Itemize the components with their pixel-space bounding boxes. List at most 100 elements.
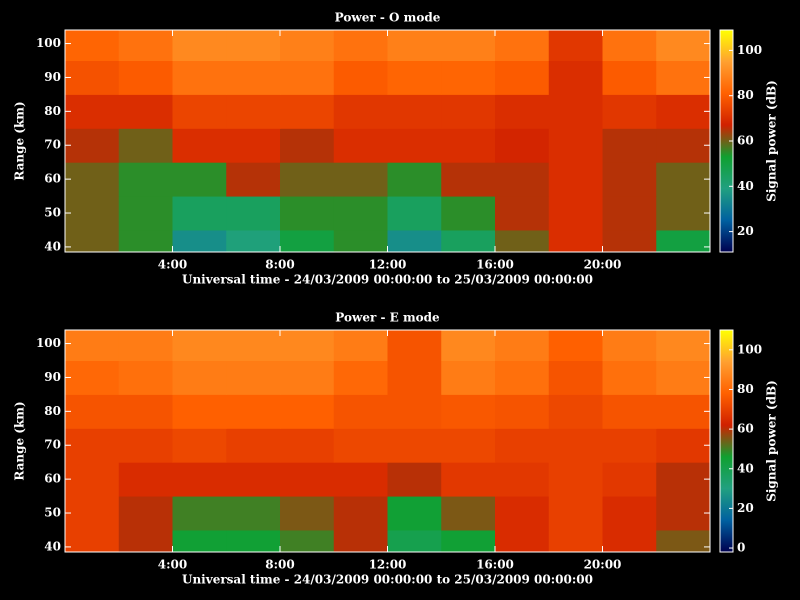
heatmap-cell xyxy=(495,394,550,429)
heatmap-cell xyxy=(656,128,711,163)
heatmap-cell xyxy=(441,94,496,129)
heatmap-cell xyxy=(280,496,335,531)
heatmap-cell xyxy=(441,529,496,553)
heatmap-cell xyxy=(495,462,550,497)
heatmap-cell xyxy=(333,462,388,497)
x-axis-label: Universal time - 24/03/2009 00:00:00 to … xyxy=(182,573,593,587)
heatmap-cell xyxy=(118,30,173,62)
heatmap-cell xyxy=(280,60,335,95)
heatmap-cell xyxy=(280,196,335,231)
x-tick-label: 20:00 xyxy=(584,258,622,272)
heatmap-cell xyxy=(441,462,496,497)
heatmap-cell xyxy=(656,394,711,429)
heatmap-cell xyxy=(333,60,388,95)
heatmap-cell xyxy=(602,94,657,129)
panel-title: Power - O mode xyxy=(335,11,441,25)
heatmap-cell xyxy=(226,428,281,463)
heatmap-cell xyxy=(65,30,120,62)
heatmap-cell xyxy=(548,394,603,429)
heatmap-cell xyxy=(441,128,496,163)
heatmap-cell xyxy=(387,94,442,129)
heatmap-cell xyxy=(280,529,335,553)
heatmap-cell xyxy=(602,128,657,163)
heatmap-cell xyxy=(172,94,227,129)
heatmap-cell xyxy=(495,330,550,362)
y-tick-label: 80 xyxy=(44,404,61,418)
heatmap-cell xyxy=(333,30,388,62)
heatmap-cell xyxy=(387,330,442,362)
heatmap-cell xyxy=(226,94,281,129)
heatmap-cell xyxy=(65,229,120,253)
colorbar-tick-label: 40 xyxy=(737,461,754,475)
heatmap-cell xyxy=(333,360,388,395)
heatmap-cell xyxy=(441,330,496,362)
x-tick-label: 4:00 xyxy=(158,558,187,572)
heatmap-cell xyxy=(172,428,227,463)
heatmap-cell xyxy=(172,60,227,95)
heatmap-cell xyxy=(65,60,120,95)
heatmap-cell xyxy=(602,162,657,197)
heatmap-cell xyxy=(65,462,120,497)
heatmap-cell xyxy=(172,496,227,531)
y-tick-label: 40 xyxy=(44,239,61,253)
y-axis-label: Range (km) xyxy=(13,401,27,480)
heatmap-cell xyxy=(656,196,711,231)
heatmap-cell xyxy=(656,60,711,95)
heatmap-cell xyxy=(280,162,335,197)
heatmap-cell xyxy=(65,428,120,463)
heatmap-cell xyxy=(548,196,603,231)
heatmap-cell xyxy=(65,94,120,129)
y-tick-label: 60 xyxy=(44,172,61,186)
heatmap-cell xyxy=(333,196,388,231)
heatmap-cell xyxy=(387,30,442,62)
heatmap-cell xyxy=(226,394,281,429)
heatmap-cell xyxy=(495,496,550,531)
heatmap-cell xyxy=(441,360,496,395)
heatmap-cell xyxy=(226,360,281,395)
heatmap-cell xyxy=(280,462,335,497)
heatmap-cell xyxy=(280,360,335,395)
heatmap-cell xyxy=(548,229,603,253)
heatmap-cell xyxy=(226,529,281,553)
heatmap-cell xyxy=(602,496,657,531)
y-tick-label: 40 xyxy=(44,539,61,553)
y-tick-label: 70 xyxy=(44,438,61,452)
heatmap-cell xyxy=(118,360,173,395)
heatmap-cell xyxy=(280,94,335,129)
heatmap-cell xyxy=(65,529,120,553)
heatmap-cell xyxy=(602,196,657,231)
heatmap-cell xyxy=(656,94,711,129)
heatmap-cell xyxy=(441,60,496,95)
y-tick-label: 50 xyxy=(44,506,61,520)
colorbar-tick-label: 60 xyxy=(737,134,754,148)
x-tick-label: 12:00 xyxy=(369,258,407,272)
heatmap-cell xyxy=(387,529,442,553)
heatmap-cell xyxy=(226,162,281,197)
y-tick-label: 90 xyxy=(44,70,61,84)
heatmap-cell xyxy=(65,360,120,395)
heatmap-cell xyxy=(495,360,550,395)
heatmap-cell xyxy=(656,330,711,362)
heatmap-cell xyxy=(172,196,227,231)
heatmap-cell xyxy=(118,229,173,253)
heatmap-cell xyxy=(602,30,657,62)
x-tick-label: 8:00 xyxy=(265,558,294,572)
heatmap-cell xyxy=(656,462,711,497)
heatmap-cell xyxy=(441,30,496,62)
colorbar-tick-label: 100 xyxy=(737,342,762,356)
heatmap-cell xyxy=(387,196,442,231)
heatmap-cell xyxy=(441,196,496,231)
heatmap-cell xyxy=(118,394,173,429)
heatmap-cell xyxy=(118,60,173,95)
heatmap-cell xyxy=(333,229,388,253)
y-tick-label: 60 xyxy=(44,472,61,486)
heatmap-cell xyxy=(118,330,173,362)
heatmap-cell xyxy=(333,529,388,553)
heatmap-cell xyxy=(495,30,550,62)
heatmap-cell xyxy=(333,394,388,429)
heatmap-cell xyxy=(333,496,388,531)
heatmap-cell xyxy=(118,162,173,197)
heatmap-cell xyxy=(441,394,496,429)
heatmap-cell xyxy=(387,394,442,429)
x-tick-label: 16:00 xyxy=(476,558,514,572)
